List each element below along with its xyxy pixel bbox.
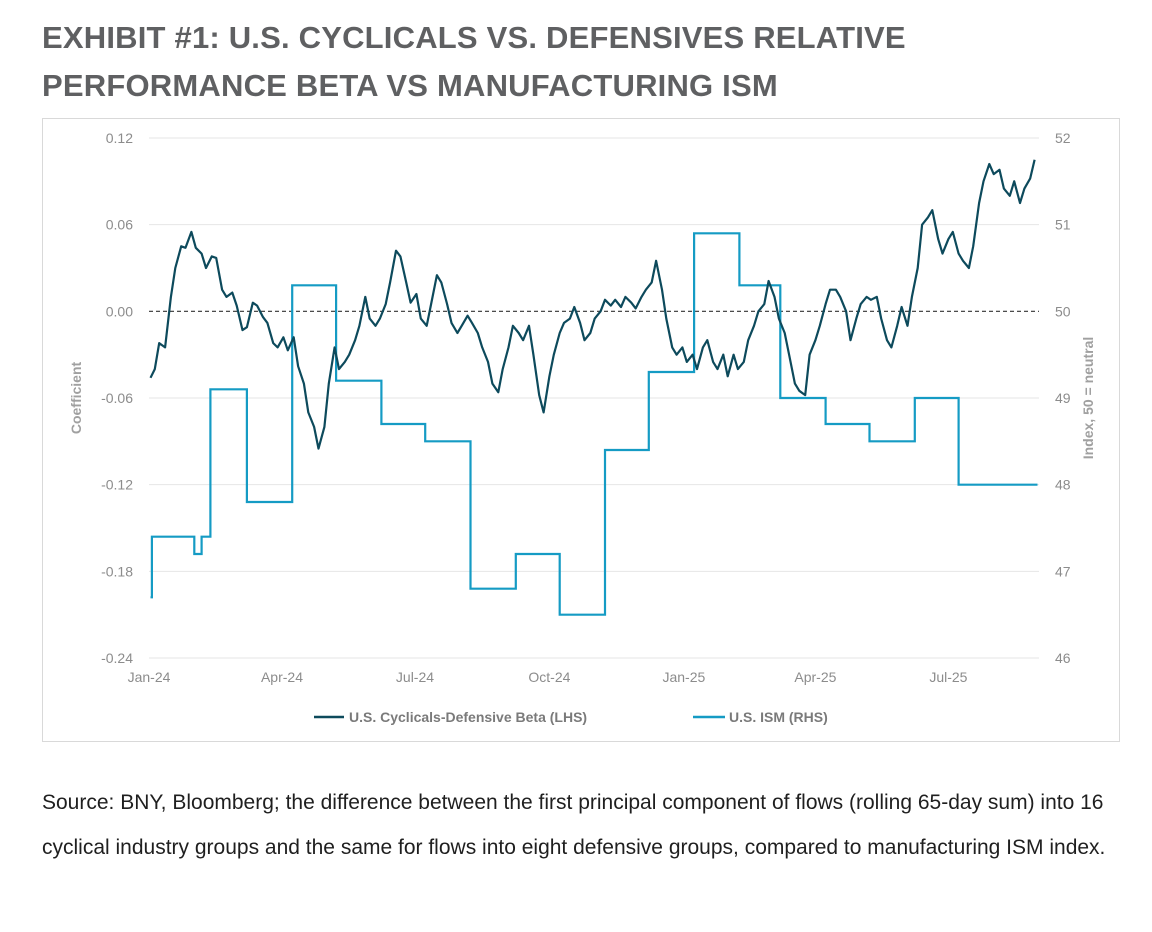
right-axis-ticks: 52 51 50 49 48 47 46 [1055, 130, 1071, 666]
x-tick-label: Jul-25 [929, 669, 967, 685]
right-tick-label: 50 [1055, 303, 1071, 319]
left-tick-label: -0.12 [101, 477, 133, 493]
chart-title-line-2: PERFORMANCE BETA VS MANUFACTURING ISM [42, 68, 778, 103]
x-tick-label: Apr-24 [261, 669, 303, 685]
legend: U.S. Cyclicals-Defensive Beta (LHS) U.S.… [314, 709, 828, 725]
x-axis-ticks: Jan-24 Apr-24 Jul-24 Oct-24 Jan-25 Apr-25 Jul-… [128, 669, 968, 685]
left-tick-label: 0.06 [106, 217, 133, 233]
left-tick-label: 0.00 [106, 303, 133, 319]
series-line-beta [149, 159, 1036, 450]
x-tick-label: Jan-24 [128, 669, 171, 685]
source-note: Source: BNY, Bloomberg; the difference b… [42, 791, 1106, 859]
right-tick-label: 49 [1055, 390, 1071, 406]
x-tick-label: Jul-24 [396, 669, 434, 685]
right-tick-label: 46 [1055, 650, 1071, 666]
left-tick-label: -0.18 [101, 563, 133, 579]
left-tick-label: 0.12 [106, 130, 133, 146]
left-tick-label: -0.06 [101, 390, 133, 406]
legend-label-beta: U.S. Cyclicals-Defensive Beta (LHS) [349, 709, 587, 725]
left-axis-ticks: 0.12 0.06 0.00 -0.06 -0.12 -0.18 -0.24 [101, 130, 133, 666]
x-tick-label: Jan-25 [662, 669, 705, 685]
right-tick-label: 47 [1055, 563, 1071, 579]
gridlines [149, 137, 1039, 659]
legend-label-ism: U.S. ISM (RHS) [729, 709, 828, 725]
right-tick-label: 48 [1055, 477, 1071, 493]
x-tick-label: Apr-25 [794, 669, 836, 685]
right-tick-label: 52 [1055, 130, 1071, 146]
x-tick-label: Oct-24 [528, 669, 570, 685]
series-line-ism [150, 232, 1038, 616]
left-tick-label: -0.24 [101, 650, 133, 666]
right-axis-title: Index, 50 = neutral [1080, 337, 1096, 460]
chart-title: EXHIBIT #1: U.S. CYCLICALS VS. DEFENSIVE… [42, 14, 1122, 110]
chart-frame: 0.12 0.06 0.00 -0.06 -0.12 -0.18 -0.24 52 51 50 4… [42, 118, 1120, 742]
chart-svg: 0.12 0.06 0.00 -0.06 -0.12 -0.18 -0.24 52 51 50 4… [68, 130, 1096, 725]
left-axis-title: Coefficient [68, 361, 84, 434]
right-tick-label: 51 [1055, 217, 1071, 233]
chart-title-line-1: EXHIBIT #1: U.S. CYCLICALS VS. DEFENSIVE… [42, 20, 906, 55]
